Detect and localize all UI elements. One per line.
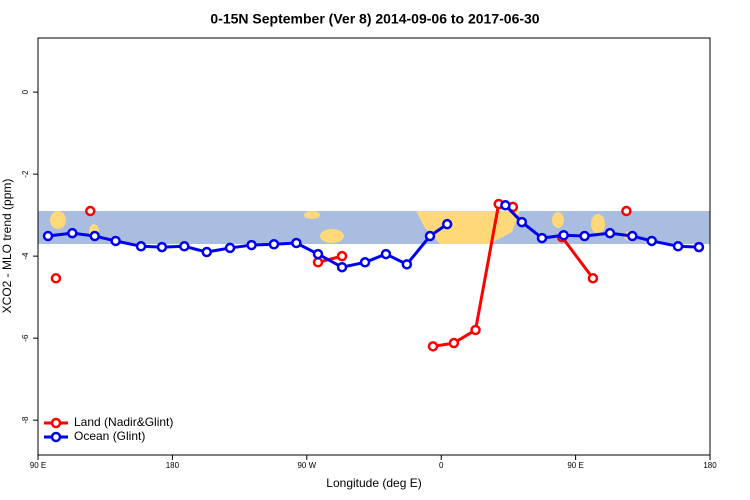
point (110, 235, 121, 247)
point (359, 257, 371, 268)
point (50, 273, 62, 284)
x-tick-label: 180 (166, 461, 180, 470)
legend-marker (50, 431, 62, 443)
legend-marker (50, 417, 62, 429)
x-tick-label: 180 (703, 461, 717, 470)
point (441, 218, 453, 230)
point (291, 237, 302, 249)
y-tick-label: -6 (21, 334, 30, 342)
x-tick-label: 90 E (567, 461, 583, 470)
point (224, 242, 236, 254)
point (246, 239, 257, 251)
map-band (38, 211, 710, 244)
y-tick-label: -8 (21, 416, 30, 424)
point (693, 241, 705, 253)
y-tick-label: 0 (21, 89, 30, 94)
point (500, 200, 511, 211)
point (536, 232, 548, 244)
legend-label: Ocean (Glint) (74, 429, 145, 443)
x-tick-label: 0 (439, 461, 444, 470)
x-axis-label: Longitude (deg E) (326, 476, 421, 490)
point (627, 230, 638, 242)
point (156, 241, 168, 253)
point (470, 324, 481, 336)
point (336, 250, 348, 262)
point (89, 230, 100, 242)
y-axis-label: XCO2 - MLO trend (ppm) (0, 179, 14, 314)
point (380, 248, 392, 260)
point (672, 241, 684, 252)
x-tick-label: 90 W (297, 461, 316, 470)
point (85, 205, 96, 217)
y-tick-label: -4 (21, 252, 30, 260)
point (312, 257, 324, 268)
plot-frame (37, 37, 711, 456)
point (42, 230, 54, 242)
point (516, 216, 528, 228)
y-tick-label: -2 (21, 170, 30, 178)
x-tick-label: 90 E (30, 461, 46, 470)
point (201, 246, 212, 258)
point (579, 230, 590, 242)
point (424, 230, 436, 242)
chart-title: 0-15N September (Ver 8) 2014-09-06 to 20… (210, 11, 539, 27)
point (621, 205, 632, 217)
point (336, 261, 348, 273)
legend-label: Land (Nadir&Glint) (74, 415, 173, 429)
point (604, 227, 616, 239)
point (646, 235, 658, 247)
point (268, 238, 280, 250)
point (427, 341, 439, 352)
point (448, 337, 460, 349)
point (401, 259, 413, 270)
point (312, 248, 324, 260)
point (558, 229, 569, 241)
point (179, 241, 190, 252)
point (587, 273, 599, 284)
point (135, 241, 147, 252)
point (67, 227, 78, 239)
